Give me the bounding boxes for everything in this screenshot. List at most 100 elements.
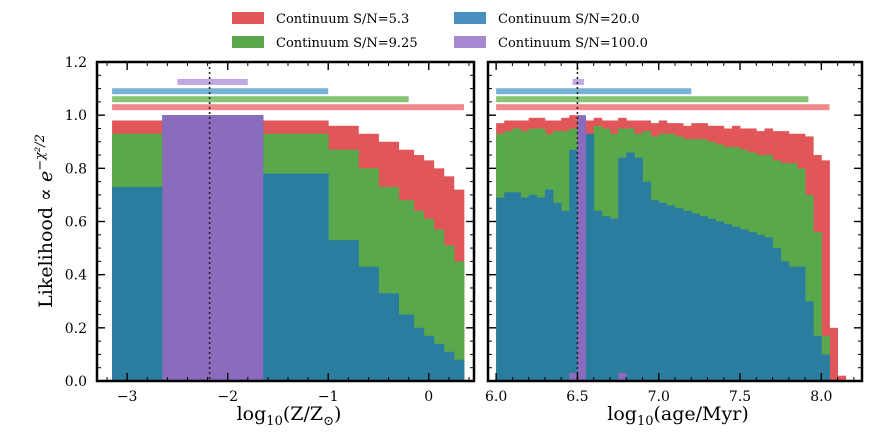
bar-sn20_0-13 xyxy=(601,216,611,381)
range-bar-sn100_0 xyxy=(177,78,248,85)
bar-sn9_25-8 xyxy=(423,218,435,381)
x-tick-label: −2 xyxy=(217,389,238,405)
x-tick-label: 7.0 xyxy=(648,389,670,405)
legend-swatch-sn5_3 xyxy=(232,12,264,24)
bar-sn100_0-1 xyxy=(162,115,264,382)
y-tick-label: 0.8 xyxy=(65,161,87,177)
bar-sn20_0-24 xyxy=(691,213,700,381)
bar-sn20_0-4 xyxy=(358,266,379,381)
x-axis-label-age: log10(age/Myr) xyxy=(607,403,748,429)
y-axis-label: Likelihood ∝ e−χ²/2 xyxy=(33,134,57,308)
bar-sn20_0-39 xyxy=(813,335,822,381)
bar-sn20_0-40 xyxy=(821,354,830,381)
legend-entry-sn5_3: Continuum S/N=5.3 xyxy=(232,12,409,27)
bar-sn20_0-5 xyxy=(378,293,399,381)
bar-sn20_0-25 xyxy=(699,216,708,381)
legend-label-sn20_0: Continuum S/N=20.0 xyxy=(498,12,640,27)
bar-sn20_0-28 xyxy=(723,224,733,381)
bar-sn9_25-7 xyxy=(413,210,425,381)
y-tick-label: 0.0 xyxy=(65,374,87,390)
bar-sn20_0-7 xyxy=(553,202,562,381)
bar-sn20_0-18 xyxy=(642,181,652,382)
y-tick-label: 0.2 xyxy=(65,321,87,337)
bar-sn9_25-39 xyxy=(813,232,822,381)
bar-sn5_3-41 xyxy=(829,327,839,381)
bar-sn20_0-3 xyxy=(328,240,359,381)
bar-sn5_3-40 xyxy=(821,160,830,381)
age-panel: 6.0 6.5 7.0 7.5 8.0 xyxy=(485,60,864,405)
bar-sn20_0-3 xyxy=(520,197,530,381)
y-axis-label-main: Likelihood ∝ xyxy=(35,182,57,308)
bar-sn20_0-11 xyxy=(585,133,595,381)
bar-sn9_25-10 xyxy=(443,245,455,381)
x-tick-label: 8.0 xyxy=(810,389,832,405)
range-bar-sn9_25 xyxy=(112,96,409,103)
y-axis-label-exponent: −χ²/2 xyxy=(33,134,48,171)
bar-sn20_0-10 xyxy=(443,351,455,381)
legend-label-sn5_3: Continuum S/N=5.3 xyxy=(276,12,409,27)
legend: Continuum S/N=5.3 Continuum S/N=20.0 Con… xyxy=(232,12,648,51)
bar-sn20_0-9 xyxy=(569,149,578,381)
x-axis-label-metallicity: log10(Z/Z⊙) xyxy=(237,403,342,429)
bar-sn20_0-6 xyxy=(544,189,554,381)
y-tick-label: 1.2 xyxy=(65,55,87,71)
bar-sn20_0-23 xyxy=(683,210,692,381)
bar-sn20_0-15 xyxy=(618,157,627,381)
metallicity-panel: −3 −2 −1 0 0.0 0.2 0.4 0.6 0.8 1.0 1.2 xyxy=(65,55,476,405)
legend-entry-sn9_25: Continuum S/N=9.25 xyxy=(232,36,418,51)
bar-sn20_0-27 xyxy=(715,221,725,381)
bar-sn20_0-6 xyxy=(398,314,415,381)
y-tick-label: 0.4 xyxy=(65,268,87,284)
bar-sn9_25-11 xyxy=(453,261,465,382)
bar-sn20_0-38 xyxy=(805,301,814,381)
x-label-close: ) xyxy=(334,403,341,425)
legend-swatch-sn100_0 xyxy=(454,36,486,48)
x-label-body: (Z/Z xyxy=(283,403,323,425)
bar-sn20_0-22 xyxy=(675,208,684,381)
x-label-sub: 10 xyxy=(266,414,283,429)
bar-sn9_25-38 xyxy=(805,194,814,381)
bar-sn20_0-2 xyxy=(512,192,521,381)
range-bar-sn20_0 xyxy=(496,88,692,95)
x-tick-label: 0 xyxy=(424,389,433,405)
x-tick-label: −1 xyxy=(318,389,339,405)
bar-sn20_0-20 xyxy=(658,202,668,381)
bar-sn20_0-5 xyxy=(536,197,546,381)
x-label-age-log: log xyxy=(607,403,637,425)
bar-sn20_0-4 xyxy=(528,194,538,381)
x-tick-label: 6.5 xyxy=(566,389,588,405)
bar-sn20_0-8 xyxy=(423,335,435,381)
bar-sn20_0-9 xyxy=(433,343,445,381)
y-tick-label: 0.6 xyxy=(65,215,87,231)
bar-sn20_0-0 xyxy=(496,197,505,381)
bar-sn20_0-14 xyxy=(609,218,619,381)
bar-sn20_0-2 xyxy=(262,173,329,381)
x-tick-label: 7.5 xyxy=(729,389,751,405)
x-label-age-sub: 10 xyxy=(637,414,654,429)
bar-sn20_0-32 xyxy=(756,234,765,381)
bar-sn20_0-29 xyxy=(731,226,741,381)
x-tick-label: 6.0 xyxy=(485,389,507,405)
bar-sn100_0-10 xyxy=(577,115,586,382)
bar-sn20_0-17 xyxy=(634,157,643,381)
bar-sn20_0-26 xyxy=(707,218,717,381)
bar-sn20_0-21 xyxy=(666,205,676,381)
bar-sn5_3-42 xyxy=(837,375,847,381)
bar-sn20_0-1 xyxy=(504,192,513,381)
bar-sn20_0-34 xyxy=(772,248,782,381)
bar-sn20_0-19 xyxy=(650,200,660,381)
bar-sn20_0-37 xyxy=(796,266,806,381)
bar-sn100_0-15 xyxy=(618,373,627,381)
bar-sn20_0-16 xyxy=(626,152,635,381)
legend-swatch-sn20_0 xyxy=(454,12,486,24)
range-bar-sn9_25 xyxy=(496,96,809,103)
x-tick-label: −3 xyxy=(117,389,138,405)
bar-sn20_0-0 xyxy=(112,186,163,381)
legend-entry-sn20_0: Continuum S/N=20.0 xyxy=(454,12,640,27)
bar-sn20_0-30 xyxy=(740,229,749,381)
bar-sn20_0-33 xyxy=(764,237,773,381)
range-bar-sn100_0 xyxy=(572,78,584,85)
bar-sn20_0-8 xyxy=(561,210,570,381)
legend-label-sn9_25: Continuum S/N=9.25 xyxy=(276,36,418,51)
